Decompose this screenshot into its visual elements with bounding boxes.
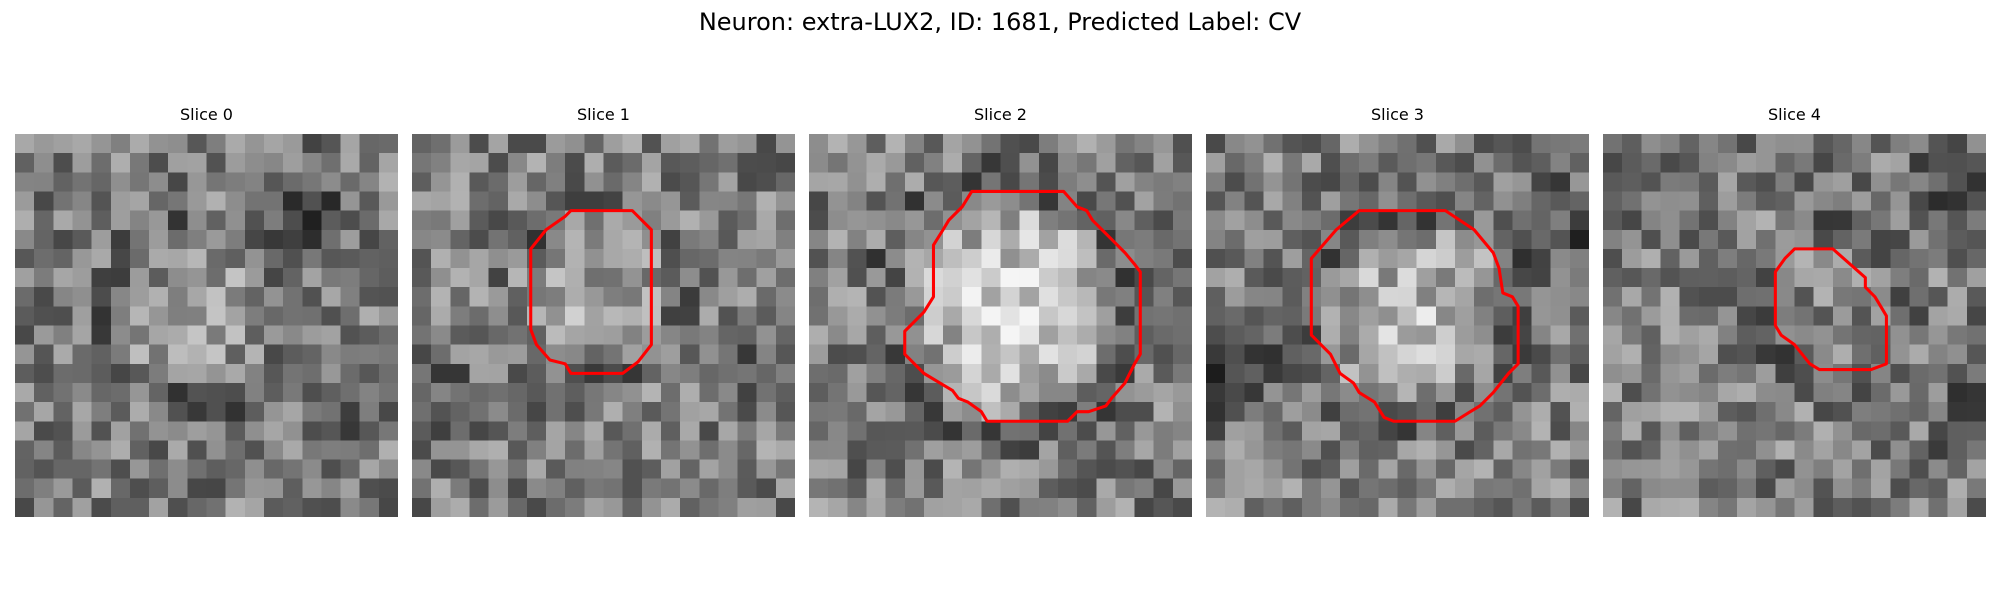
- slice-panel-4: Slice 4: [1603, 105, 1986, 517]
- roi-contour: [903, 189, 1142, 423]
- slice-image: [1206, 134, 1589, 517]
- slice-image: [412, 134, 795, 517]
- slice-image: [15, 134, 398, 517]
- slice-title: Slice 0: [180, 105, 233, 124]
- slice-image: [1603, 134, 1986, 517]
- slice-title: Slice 3: [1371, 105, 1424, 124]
- slice-image: [809, 134, 1192, 517]
- slice-panel-0: Slice 0: [15, 105, 398, 517]
- slice-panel-3: Slice 3: [1206, 105, 1589, 517]
- slice-title: Slice 4: [1768, 105, 1821, 124]
- slice-panel-1: Slice 1: [412, 105, 795, 517]
- roi-contour: [1309, 209, 1520, 423]
- roi-contour: [529, 209, 653, 375]
- slice-title: Slice 1: [577, 105, 630, 124]
- roi-contour: [1773, 247, 1888, 372]
- figure-title: Neuron: extra-LUX2, ID: 1681, Predicted …: [698, 8, 1302, 36]
- slice-title: Slice 2: [974, 105, 1027, 124]
- slice-panel-2: Slice 2: [809, 105, 1192, 517]
